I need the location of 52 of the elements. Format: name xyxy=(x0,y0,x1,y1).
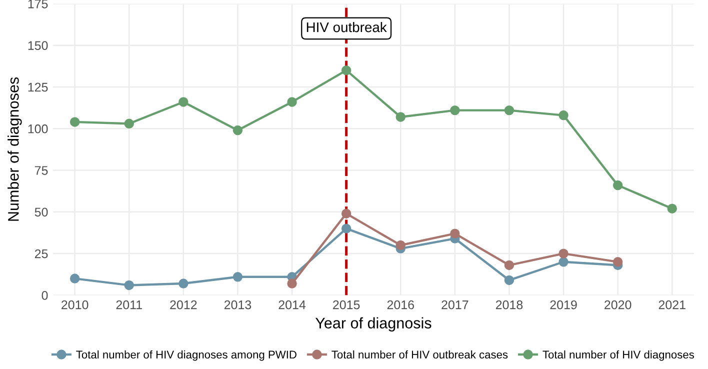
point xyxy=(341,224,352,234)
point xyxy=(178,97,188,107)
point xyxy=(612,180,623,190)
y-tick-label: 0 xyxy=(42,291,48,300)
ref-line-label: HIV outbreak xyxy=(306,22,387,32)
point xyxy=(341,65,352,76)
point xyxy=(70,274,80,284)
point xyxy=(287,278,297,288)
x-tick-label: 2013 xyxy=(224,300,252,310)
point xyxy=(396,112,406,122)
x-tick-label: 2017 xyxy=(442,300,468,310)
point xyxy=(558,110,568,120)
y-tick-label: 100 xyxy=(28,124,48,134)
legend-label: Total number of HIV diagnoses xyxy=(542,350,694,361)
point xyxy=(396,240,406,250)
point xyxy=(124,118,134,128)
point xyxy=(504,105,514,116)
y-tick-label: 75 xyxy=(34,166,48,175)
y-tick-label: 125 xyxy=(28,82,48,92)
y-tick-label: 50 xyxy=(34,208,48,217)
y-tick-label: 175 xyxy=(28,0,48,8)
x-tick-label: 2015 xyxy=(333,300,360,310)
y-tick-label: 150 xyxy=(28,41,48,50)
x-tick-label: 2012 xyxy=(170,300,197,310)
legend-label: Total number of HIV outbreak cases xyxy=(332,350,508,359)
x-tick-label: 2021 xyxy=(658,300,686,310)
point xyxy=(667,204,677,214)
x-tick-label: 2011 xyxy=(116,300,142,310)
y-axis-title: Number of diagnoses xyxy=(8,77,22,221)
x-tick-label: 2016 xyxy=(387,300,414,310)
x-axis-title: Year of diagnosis xyxy=(315,317,432,332)
point xyxy=(287,97,297,107)
point xyxy=(70,117,80,127)
x-tick-label: 2020 xyxy=(604,300,632,310)
x-tick-label: 2010 xyxy=(62,300,88,310)
point xyxy=(612,257,623,267)
x-tick-label: 2014 xyxy=(278,300,306,310)
point xyxy=(504,260,514,270)
x-tick-label: 2019 xyxy=(550,300,577,310)
legend-label: Total number of HIV diagnoses among PWID xyxy=(76,350,296,361)
point xyxy=(341,208,352,218)
point xyxy=(450,105,460,116)
x-tick-label: 2018 xyxy=(496,300,523,310)
point xyxy=(558,257,568,267)
y-tick-label: 25 xyxy=(34,249,48,258)
point xyxy=(450,228,460,238)
point xyxy=(232,272,243,282)
point xyxy=(558,248,568,258)
point xyxy=(124,280,134,290)
point xyxy=(504,275,514,286)
point xyxy=(178,278,188,288)
point xyxy=(232,125,243,136)
